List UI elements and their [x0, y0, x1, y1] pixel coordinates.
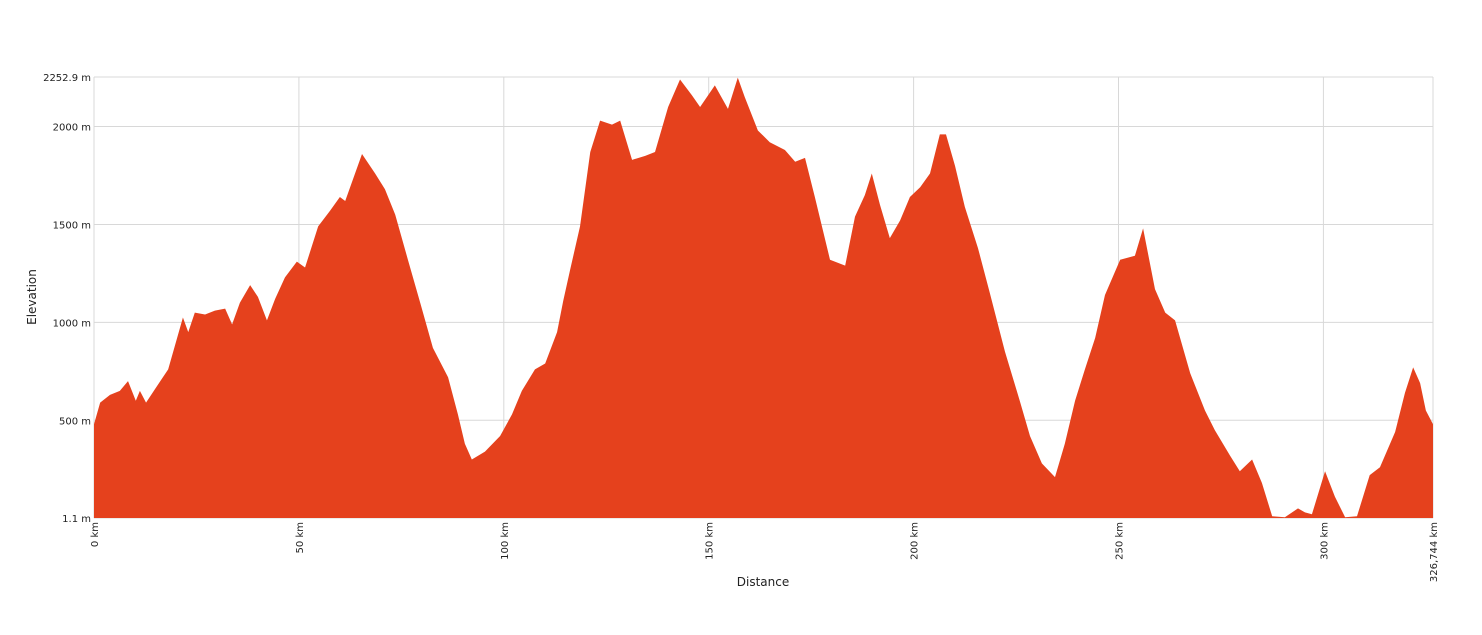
- y-tick-label: 1000 m: [53, 318, 91, 329]
- y-tick-label: 500 m: [59, 416, 91, 427]
- x-tick-label: 326,744 km: [1429, 522, 1440, 582]
- x-tick-label: 300 km: [1319, 522, 1330, 560]
- x-tick-label: 0 km: [90, 522, 101, 547]
- elevation-area: [94, 77, 1433, 519]
- y-tick-label: 2252.9 m: [43, 73, 91, 84]
- x-tick-label: 150 km: [705, 522, 716, 560]
- x-tick-label: 50 km: [295, 522, 306, 553]
- y-tick-label: 2000 m: [53, 123, 91, 134]
- y-tick-label: 1500 m: [53, 220, 91, 231]
- x-tick-label: 200 km: [910, 522, 921, 560]
- y-axis-label: Elevation: [25, 269, 39, 325]
- x-tick-label: 250 km: [1115, 522, 1126, 560]
- x-axis-label: Distance: [737, 575, 789, 589]
- x-tick-label: 100 km: [500, 522, 511, 560]
- y-tick-label: 1.1 m: [62, 514, 91, 525]
